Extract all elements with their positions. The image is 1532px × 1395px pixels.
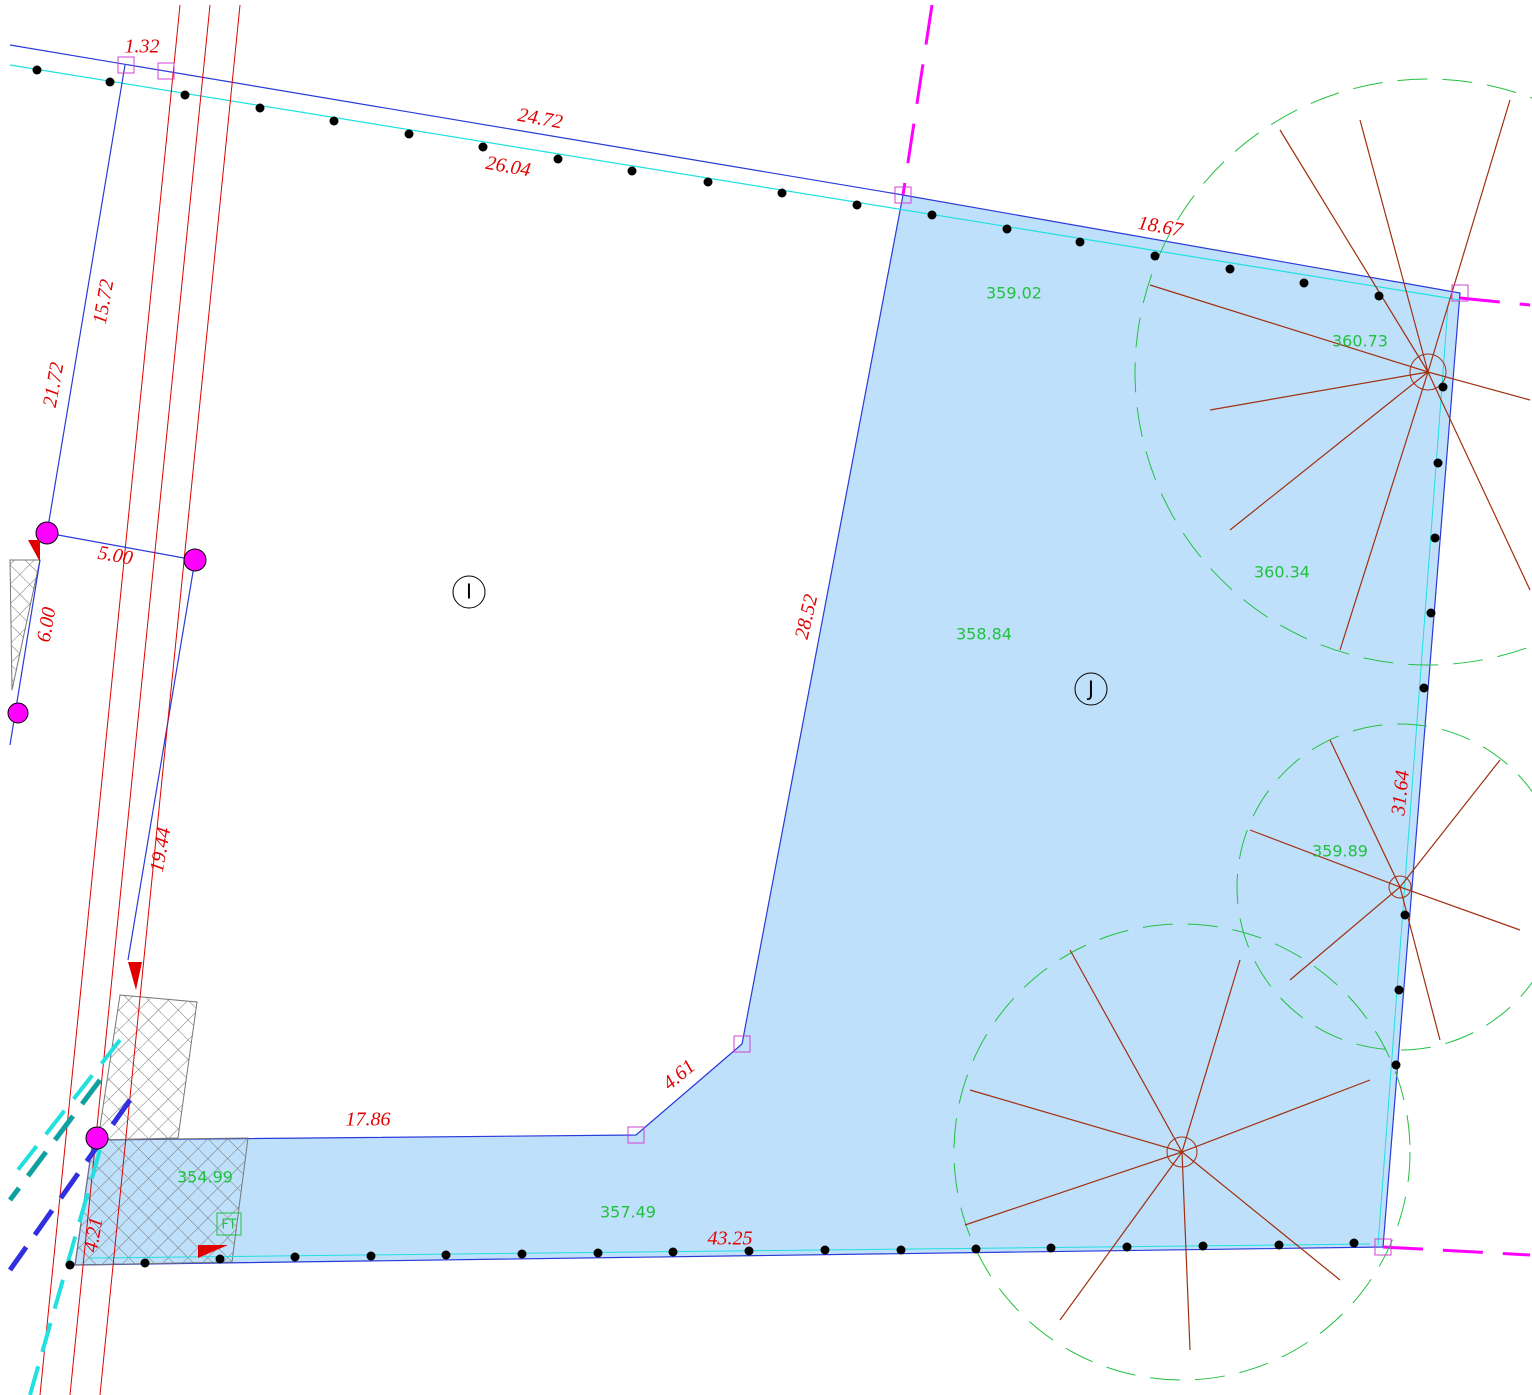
symbol-label: FT — [221, 1218, 236, 1233]
survey-points — [32, 65, 1448, 1270]
survey-point — [65, 1260, 75, 1270]
dimension: 15.72 — [89, 278, 118, 326]
survey-point — [1400, 910, 1410, 920]
survey-point — [593, 1248, 603, 1258]
survey-point — [1374, 291, 1384, 301]
elevation: 359.02 — [986, 284, 1042, 303]
survey-point — [366, 1251, 376, 1261]
survey-point — [105, 77, 115, 87]
survey-point — [1150, 251, 1160, 261]
elevation-labels: 359.02 360.73 360.34 358.84 359.89 354.9… — [177, 284, 1388, 1222]
elevation: 360.73 — [1332, 332, 1388, 351]
survey-point — [627, 166, 637, 176]
survey-point — [744, 1246, 754, 1256]
hatched-areas — [9, 559, 249, 1266]
dimension: 24.72 — [516, 104, 564, 133]
survey-point — [971, 1244, 981, 1254]
survey-point — [1394, 985, 1404, 995]
survey-point — [441, 1250, 451, 1260]
survey-point — [1430, 533, 1440, 543]
survey-point — [1122, 1242, 1132, 1252]
parcel-j-fill — [74, 194, 1461, 1266]
elevation: 358.84 — [956, 625, 1012, 644]
survey-point — [896, 1245, 906, 1255]
parcel-label: I — [466, 580, 472, 604]
elevation: 359.89 — [1312, 842, 1368, 861]
survey-point — [777, 188, 787, 198]
dimension: 17.86 — [346, 1109, 391, 1131]
survey-point — [140, 1258, 150, 1268]
elevation: 360.34 — [1254, 563, 1310, 582]
survey-point — [404, 129, 414, 139]
survey-point — [255, 103, 265, 113]
survey-point — [927, 210, 937, 220]
dimension: 6.00 — [33, 606, 61, 644]
survey-point — [290, 1252, 300, 1262]
survey-point — [1433, 458, 1443, 468]
survey-point — [1349, 1238, 1359, 1248]
survey-point — [478, 142, 488, 152]
survey-point — [1299, 278, 1309, 288]
red-flags — [28, 540, 228, 1258]
parcel-labels: I J FT — [216, 575, 1108, 1236]
survey-point — [852, 200, 862, 210]
survey-point — [329, 116, 339, 126]
trees — [953, 78, 1532, 1381]
survey-point — [1426, 608, 1436, 618]
survey-point — [1198, 1241, 1208, 1251]
dimension: 21.72 — [39, 361, 68, 409]
survey-point — [517, 1249, 527, 1259]
survey-point — [1274, 1240, 1284, 1250]
dimension: 26.04 — [484, 152, 532, 181]
elevation: 357.49 — [600, 1203, 656, 1222]
survey-point — [703, 177, 713, 187]
elevation: 354.99 — [177, 1168, 233, 1187]
dimension: 5.00 — [96, 542, 134, 570]
corner-markers — [7, 56, 1469, 1256]
survey-point — [180, 90, 190, 100]
dimension: 28.52 — [791, 592, 823, 641]
parcel-label: J — [1086, 677, 1094, 701]
survey-point — [32, 65, 42, 75]
survey-point — [1419, 683, 1429, 693]
boundaries — [7, 4, 1531, 1395]
survey-point — [1046, 1243, 1056, 1253]
survey-point — [215, 1254, 225, 1264]
survey-point — [820, 1245, 830, 1255]
survey-point — [1075, 237, 1085, 247]
dimension: 31.64 — [1387, 769, 1414, 817]
survey-point — [1438, 382, 1448, 392]
survey-point — [553, 154, 563, 164]
dimension: 1.32 — [125, 36, 160, 58]
dimension: 19.44 — [146, 826, 175, 874]
survey-point — [668, 1247, 678, 1257]
survey-point — [1002, 224, 1012, 234]
survey-point — [1391, 1060, 1401, 1070]
dimension: 43.25 — [708, 1228, 753, 1250]
survey-point — [1225, 264, 1235, 274]
